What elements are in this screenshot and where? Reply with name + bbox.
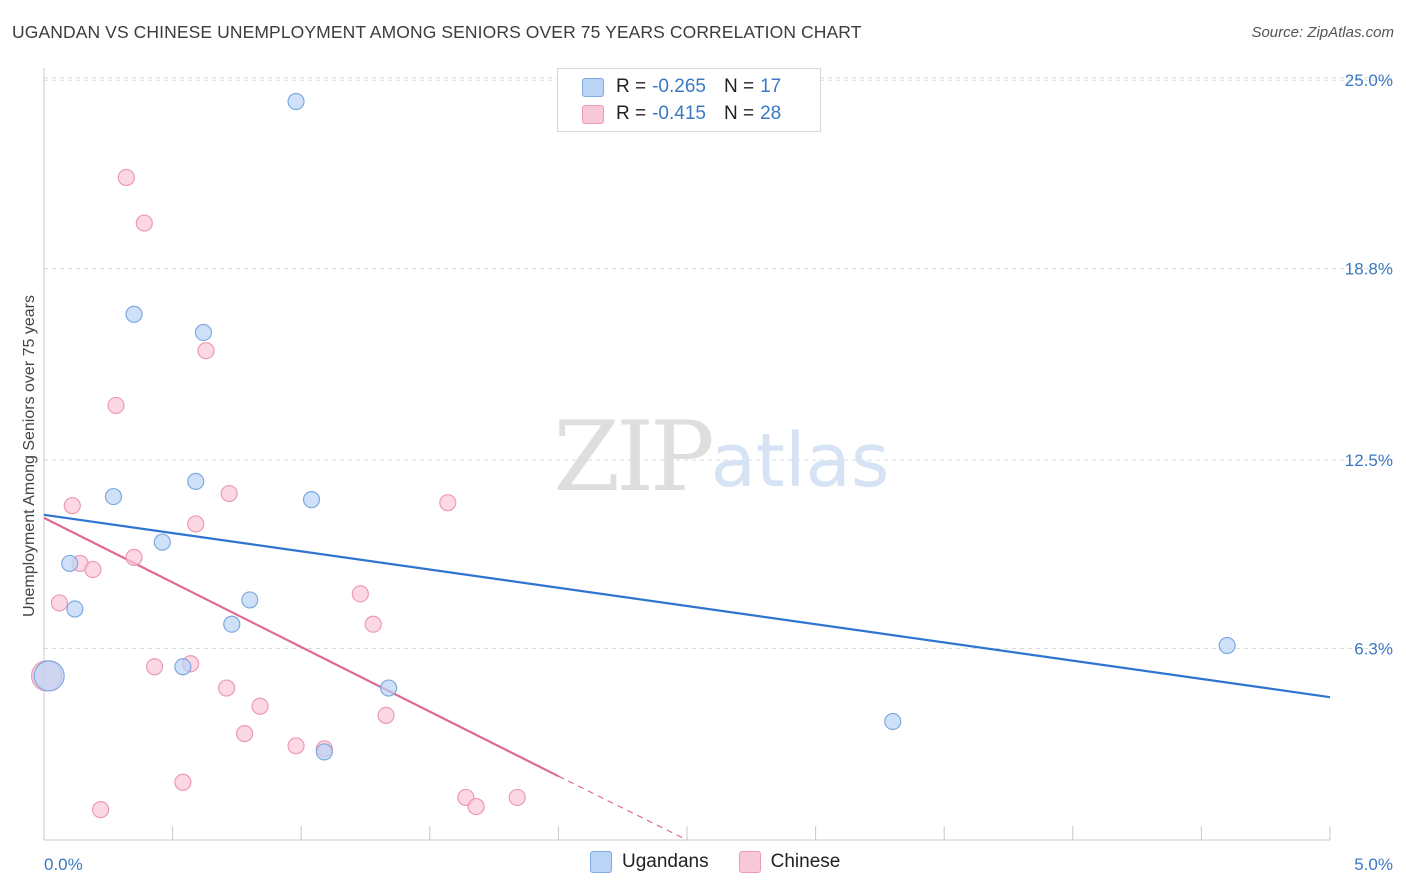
ugandans-swatch xyxy=(582,77,604,97)
ugandans-point xyxy=(125,305,143,323)
y-tick-labels: 6.3% 12.5% 18.8% 25.0% xyxy=(1345,71,1393,658)
chinese-point xyxy=(287,737,305,755)
chinese-point xyxy=(439,494,457,512)
ugandans-point xyxy=(33,660,65,692)
chinese-point xyxy=(251,697,269,715)
chinese-point xyxy=(107,396,125,415)
chinese-point xyxy=(351,585,369,603)
chinese-point xyxy=(50,594,69,612)
chinese-trend-extension xyxy=(558,775,688,841)
ugandans-point xyxy=(1218,636,1236,655)
y-tick-label: 25.0% xyxy=(1345,71,1393,90)
ugandans-point xyxy=(380,679,398,697)
chinese-swatch xyxy=(582,104,604,124)
ugandans-point xyxy=(287,92,305,111)
chinese-point xyxy=(145,658,164,676)
n-label: N = xyxy=(723,76,755,97)
chinese-point xyxy=(187,515,205,533)
chinese-point xyxy=(63,497,81,515)
ugandans-point xyxy=(104,487,123,506)
ugandans-trend-line xyxy=(43,513,1331,699)
ugandans-point xyxy=(223,615,241,633)
watermark: ZIP atlas xyxy=(553,401,889,513)
ugandans-point xyxy=(194,323,213,342)
r-value: -0.265 xyxy=(652,76,706,97)
chinese-point xyxy=(135,214,153,232)
chart-title: UGANDAN VS CHINESE UNEMPLOYMENT AMONG SE… xyxy=(12,22,862,42)
r-label: R = xyxy=(616,76,647,97)
watermark-zip: ZIP xyxy=(553,401,712,513)
legend-label-ugandans: Ugandans xyxy=(622,851,709,872)
n-value: 17 xyxy=(760,76,782,97)
ugandans-point xyxy=(61,554,79,573)
chinese-point xyxy=(218,679,236,697)
chinese-point xyxy=(220,484,238,503)
chinese-point xyxy=(91,801,110,819)
source-note: Source: ZipAtlas.com xyxy=(1251,24,1394,41)
legend-row-chinese: R = -0.415 N = 28 xyxy=(582,102,781,126)
x-tick-labels: 0.0% 5.0% xyxy=(44,855,1393,874)
y-tick-label: 12.5% xyxy=(1345,451,1393,470)
ugandans-point xyxy=(187,472,205,490)
ugandans-point xyxy=(315,743,333,761)
r-value: -0.415 xyxy=(652,103,706,124)
legend-item-chinese: Chinese xyxy=(738,851,841,873)
chinese-point xyxy=(197,342,215,360)
chinese-trend-line xyxy=(43,516,559,778)
ugandans-point xyxy=(174,658,192,676)
n-label: N = xyxy=(723,103,755,124)
chinese-point xyxy=(174,773,192,791)
grid-lines xyxy=(44,77,1395,650)
ugandans-point xyxy=(884,712,902,731)
data-points xyxy=(30,92,1236,819)
trend-lines xyxy=(43,513,1331,841)
r-label: R = xyxy=(616,103,647,124)
correlation-legend: R = -0.265 N = 17 R = -0.415 N = 28 xyxy=(557,68,821,132)
legend-item-ugandans: Ugandans xyxy=(590,851,709,873)
legend-label-chinese: Chinese xyxy=(770,851,841,872)
chinese-point xyxy=(117,168,135,187)
ugandans-point xyxy=(241,591,259,609)
legend-row-ugandans: R = -0.265 N = 17 xyxy=(582,75,781,99)
chinese-point xyxy=(84,560,102,579)
ugandans-point xyxy=(302,491,321,509)
chinese-point xyxy=(125,548,143,566)
series-legend: Ugandans Chinese xyxy=(590,851,870,873)
chinese-legend-swatch xyxy=(738,851,761,873)
ugandans-legend-swatch xyxy=(590,851,612,873)
chinese-point xyxy=(236,725,254,743)
x-tick-label: 0.0% xyxy=(44,855,83,874)
watermark-atlas: atlas xyxy=(711,418,890,504)
ugandans-point xyxy=(153,533,171,551)
y-tick-label: 6.3% xyxy=(1354,640,1393,659)
y-axis-label: Unemployment Among Seniors over 75 years xyxy=(21,295,38,617)
ugandans-point xyxy=(66,600,84,618)
y-tick-label: 18.8% xyxy=(1345,260,1393,279)
chinese-point xyxy=(364,615,382,633)
chinese-point xyxy=(377,706,395,724)
x-tick-label: 5.0% xyxy=(1354,855,1393,874)
chinese-point xyxy=(467,797,485,816)
chinese-point xyxy=(508,788,526,807)
n-value: 28 xyxy=(760,103,782,124)
